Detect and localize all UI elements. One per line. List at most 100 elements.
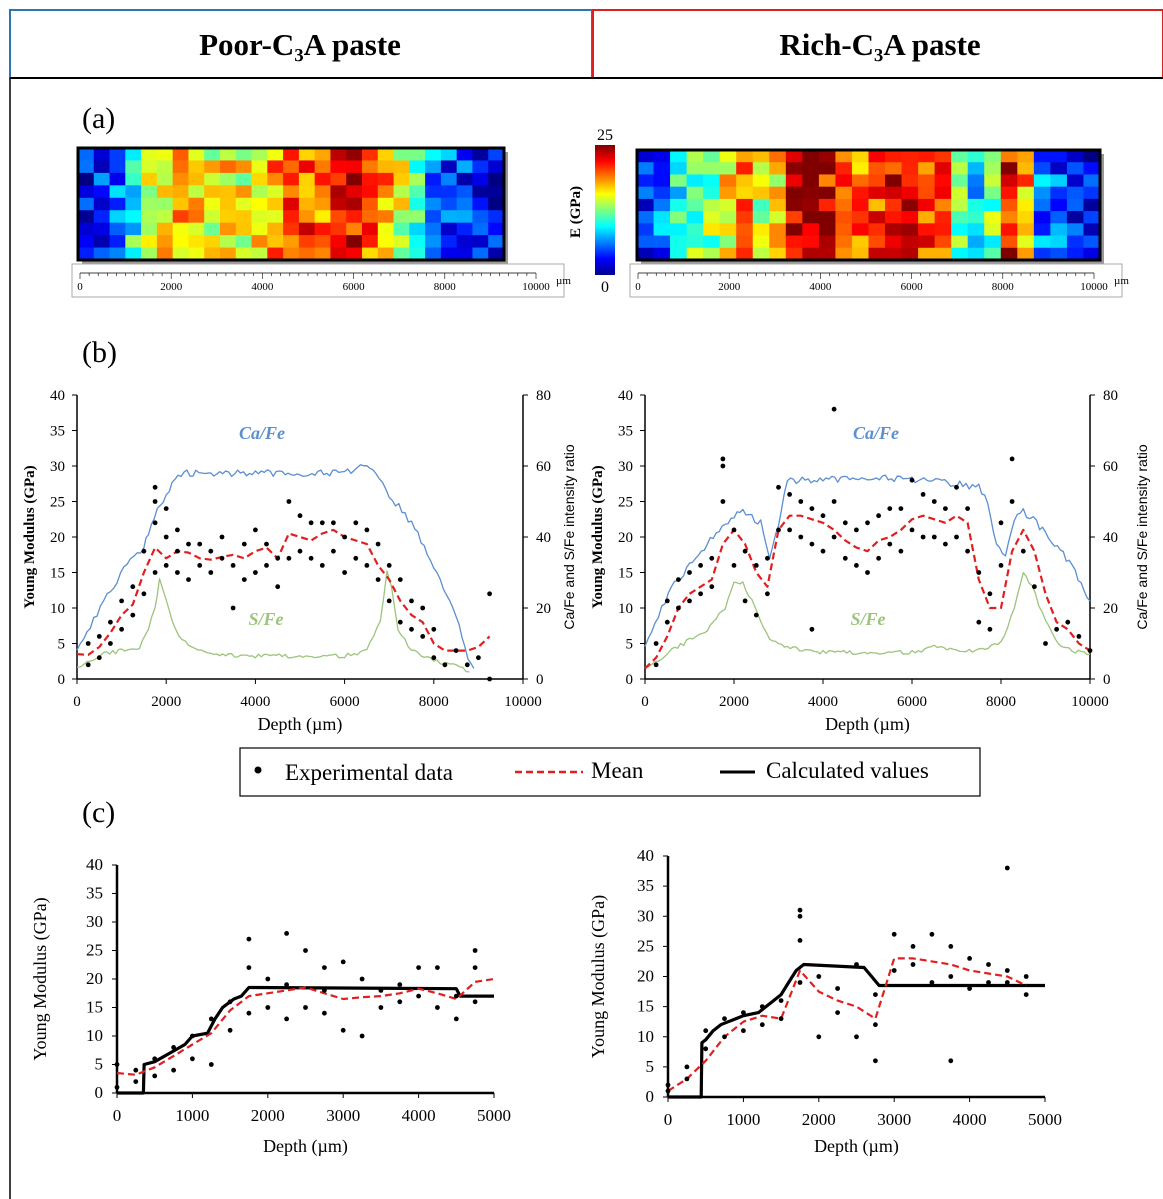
- heatmap-cell: [918, 211, 936, 224]
- panel-label-b: (b): [82, 336, 117, 369]
- scale-tick-label: 6000: [343, 281, 366, 293]
- heatmap-cell: [283, 185, 300, 199]
- heatmap-cell: [172, 222, 190, 236]
- x-axis-title: Depth (µm): [814, 1136, 899, 1157]
- data-point: [253, 570, 258, 575]
- data-point: [876, 513, 881, 519]
- data-point: [1020, 548, 1026, 554]
- data-point: [1004, 865, 1010, 871]
- heatmap-cell: [967, 174, 985, 188]
- data-point: [472, 965, 478, 970]
- data-point: [831, 406, 837, 412]
- chart-profile-rich: 0 2000 4000 6000 8000 10000 0 5 10 15 20 25 30 35 40 0 2…: [590, 388, 1150, 735]
- y-tick-label: 20: [86, 969, 103, 988]
- data-point: [653, 662, 659, 668]
- data-point: [186, 577, 191, 582]
- data-point: [720, 499, 726, 504]
- heatmap-cell: [1066, 150, 1085, 163]
- heatmap-cell: [267, 247, 284, 261]
- heatmap-cell: [1033, 247, 1051, 261]
- heatmap-cell: [78, 148, 95, 162]
- data-point: [998, 563, 1004, 568]
- heatmap-cell: [1083, 211, 1101, 224]
- heatmap-cell: [93, 172, 111, 186]
- y-tick-label: 30: [50, 459, 65, 475]
- data-point: [133, 1079, 139, 1084]
- data-point: [1032, 584, 1037, 590]
- x-tick-label: 2000: [251, 1106, 285, 1125]
- data-point: [835, 1010, 840, 1015]
- data-point: [119, 598, 124, 604]
- heatmap-cell: [393, 247, 410, 261]
- heatmap-cell: [752, 162, 770, 176]
- heatmap-cell: [736, 223, 754, 237]
- heatmap-cell: [235, 235, 253, 249]
- data-point: [386, 563, 392, 568]
- heatmap-cell: [1017, 174, 1035, 188]
- heatmap-cell: [204, 222, 221, 236]
- data-point: [190, 1056, 195, 1062]
- series-mean: [644, 514, 1091, 670]
- heatmap-cell: [188, 172, 205, 186]
- heatmap-cell: [298, 148, 316, 162]
- heatmap-cell: [377, 172, 395, 186]
- data-point: [208, 548, 214, 554]
- heatmap-cell: [109, 148, 126, 162]
- heatmap-cell: [951, 235, 969, 249]
- heatmap-cell: [885, 186, 903, 200]
- heatmap-cell: [1083, 186, 1101, 200]
- heatmap-cell: [868, 150, 886, 163]
- heatmap-cell: [156, 148, 174, 162]
- heatmap-cell: [235, 210, 253, 224]
- data-point: [364, 527, 370, 533]
- heatmap-cell: [393, 160, 410, 174]
- data-point: [197, 563, 203, 568]
- x-tick-label: 8000: [986, 694, 1016, 710]
- y-tick-label: 5: [95, 1055, 104, 1074]
- heatmap-cell: [141, 210, 158, 224]
- heatmap-cell: [901, 186, 919, 200]
- x-tick-label: 5000: [477, 1106, 511, 1125]
- heatmap-cell: [1050, 223, 1068, 237]
- data-point: [364, 563, 370, 568]
- data-point: [891, 931, 897, 937]
- data-point: [787, 492, 792, 497]
- data-point: [152, 1073, 158, 1079]
- heatmap-cell: [802, 174, 820, 188]
- heatmap-cell: [409, 185, 426, 199]
- data-point: [1054, 626, 1059, 632]
- y-tick-label: 15: [50, 566, 65, 582]
- data-point: [865, 570, 870, 575]
- heatmap-cell: [377, 210, 395, 224]
- heatmap-cell: [835, 162, 853, 176]
- heatmap-cell: [346, 235, 363, 249]
- data-point: [687, 570, 692, 575]
- heatmap-cell: [653, 247, 671, 261]
- data-point: [816, 974, 822, 979]
- y-tick-label: 35: [86, 884, 103, 903]
- data-point: [297, 513, 303, 519]
- heatmap-cell: [409, 197, 426, 211]
- data-point: [809, 506, 815, 511]
- heatmap-cell: [172, 235, 190, 249]
- heatmap-cell: [901, 235, 919, 249]
- data-point: [742, 598, 748, 604]
- y-tick-label: 40: [637, 846, 654, 865]
- heatmap-cell: [267, 235, 284, 249]
- heatmap-cell: [188, 210, 205, 224]
- data-point: [684, 1076, 690, 1082]
- heatmap-cell: [298, 185, 316, 199]
- scale-bar-rich: 0 2000 4000 6000 8000 10000 µm: [629, 263, 1129, 298]
- heatmap-cell: [425, 235, 442, 249]
- heatmap-cell: [1033, 186, 1051, 200]
- y-tick-label: 5: [626, 637, 634, 653]
- heatmap-cell: [125, 210, 142, 224]
- data-point: [186, 541, 191, 547]
- data-point: [920, 492, 926, 497]
- data-point: [397, 577, 403, 582]
- heatmap-cell: [78, 210, 95, 224]
- heatmap-cell: [719, 174, 737, 188]
- data-point: [931, 499, 937, 504]
- data-point: [778, 1016, 784, 1022]
